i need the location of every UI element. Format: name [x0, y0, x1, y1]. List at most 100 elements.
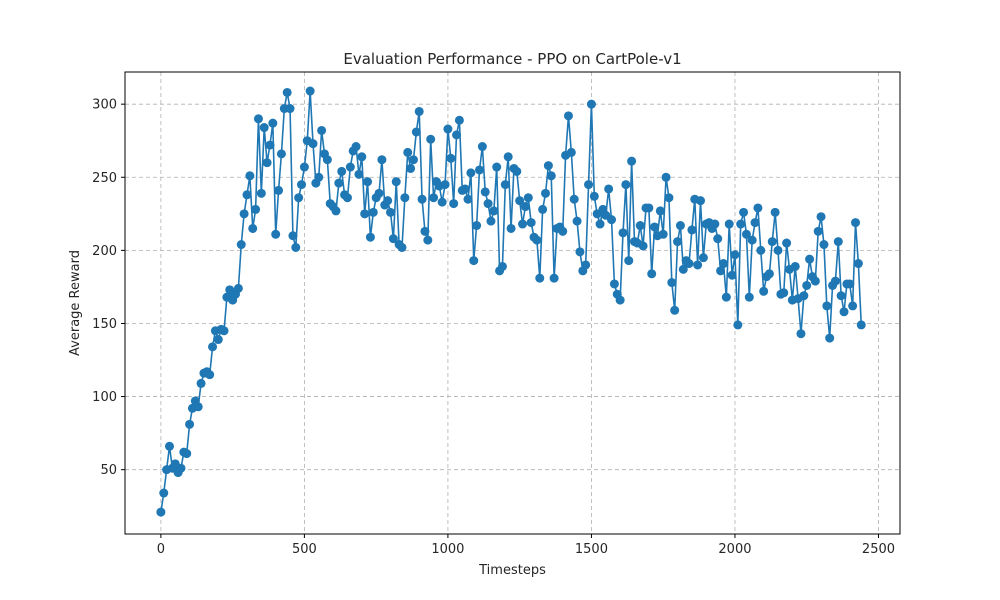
data-point [655, 206, 665, 216]
data-point [747, 235, 757, 245]
y-tick-label: 250 [92, 171, 117, 186]
x-tick-label: 2000 [718, 542, 751, 557]
data-point [259, 123, 269, 133]
data-point [799, 291, 809, 301]
data-point [825, 333, 835, 343]
data-point [569, 194, 579, 204]
data-point [790, 261, 800, 271]
data-point [675, 221, 685, 231]
data-point [460, 184, 470, 194]
x-tick-label: 1000 [431, 542, 464, 557]
chart-title: Evaluation Performance - PPO on CartPole… [343, 50, 681, 68]
data-point [558, 226, 568, 236]
data-point [164, 441, 174, 451]
x-axis-label: Timesteps [478, 563, 546, 578]
data-point [836, 291, 846, 301]
data-point [503, 152, 513, 162]
data-point [440, 180, 450, 190]
data-point [274, 185, 284, 195]
x-tick-label: 2500 [862, 542, 895, 557]
data-point [759, 286, 769, 296]
data-point [411, 127, 421, 137]
data-point [242, 190, 252, 200]
data-point [756, 245, 766, 255]
data-point [305, 86, 315, 96]
data-point [500, 180, 510, 190]
data-point [764, 269, 774, 279]
data-point [265, 140, 275, 150]
y-tick-label: 300 [92, 98, 117, 113]
data-point [661, 172, 671, 182]
data-point [615, 295, 625, 305]
data-point [417, 194, 427, 204]
data-point [805, 254, 815, 264]
data-point [282, 87, 292, 97]
data-point [159, 488, 169, 498]
data-point [291, 242, 301, 252]
data-point [770, 207, 780, 217]
data-point [736, 219, 746, 229]
data-point [839, 307, 849, 317]
data-point [609, 279, 619, 289]
data-point [414, 106, 424, 116]
data-point [566, 147, 576, 157]
data-point [365, 232, 375, 242]
data-point [357, 152, 367, 162]
data-point [753, 203, 763, 213]
data-point [698, 253, 708, 263]
data-point [767, 237, 777, 247]
data-point [833, 237, 843, 247]
data-point [693, 260, 703, 270]
data-point [492, 162, 502, 172]
data-point [251, 204, 261, 214]
data-point [469, 256, 479, 266]
data-point [360, 209, 370, 219]
data-point [678, 264, 688, 274]
data-point [256, 188, 266, 198]
data-point [239, 209, 249, 219]
data-point [595, 219, 605, 229]
data-point [334, 178, 344, 188]
data-point [644, 203, 654, 213]
data-point [423, 235, 433, 245]
data-point [463, 194, 473, 204]
data-point [684, 259, 694, 269]
data-point [452, 130, 462, 140]
data-point [687, 225, 697, 235]
data-point [538, 204, 548, 214]
data-point [696, 196, 706, 206]
data-point [388, 234, 398, 244]
data-point [543, 161, 553, 171]
data-point [515, 196, 525, 206]
data-point [845, 279, 855, 289]
data-point [810, 276, 820, 286]
data-point [176, 463, 186, 473]
y-tick-label: 50 [100, 463, 117, 478]
data-point [739, 207, 749, 217]
data-point [268, 118, 278, 128]
data-point [563, 111, 573, 121]
data-point [741, 229, 751, 239]
data-point [253, 114, 263, 124]
data-point [386, 207, 396, 217]
data-point [744, 292, 754, 302]
data-point [718, 259, 728, 269]
data-point [377, 155, 387, 165]
data-point [368, 207, 378, 217]
data-point [716, 266, 726, 276]
plot-frame [124, 71, 901, 535]
data-point [848, 301, 858, 311]
data-point [802, 280, 812, 290]
data-point [581, 260, 591, 270]
data-point [773, 245, 783, 255]
data-point [213, 335, 223, 345]
y-tick-label: 200 [92, 244, 117, 259]
data-point [233, 283, 243, 293]
data-point [549, 273, 559, 283]
data-point [337, 166, 347, 176]
data-point [474, 165, 484, 175]
data-point [658, 229, 668, 239]
data-point [156, 507, 166, 517]
data-point [245, 171, 255, 181]
data-point [518, 219, 528, 229]
